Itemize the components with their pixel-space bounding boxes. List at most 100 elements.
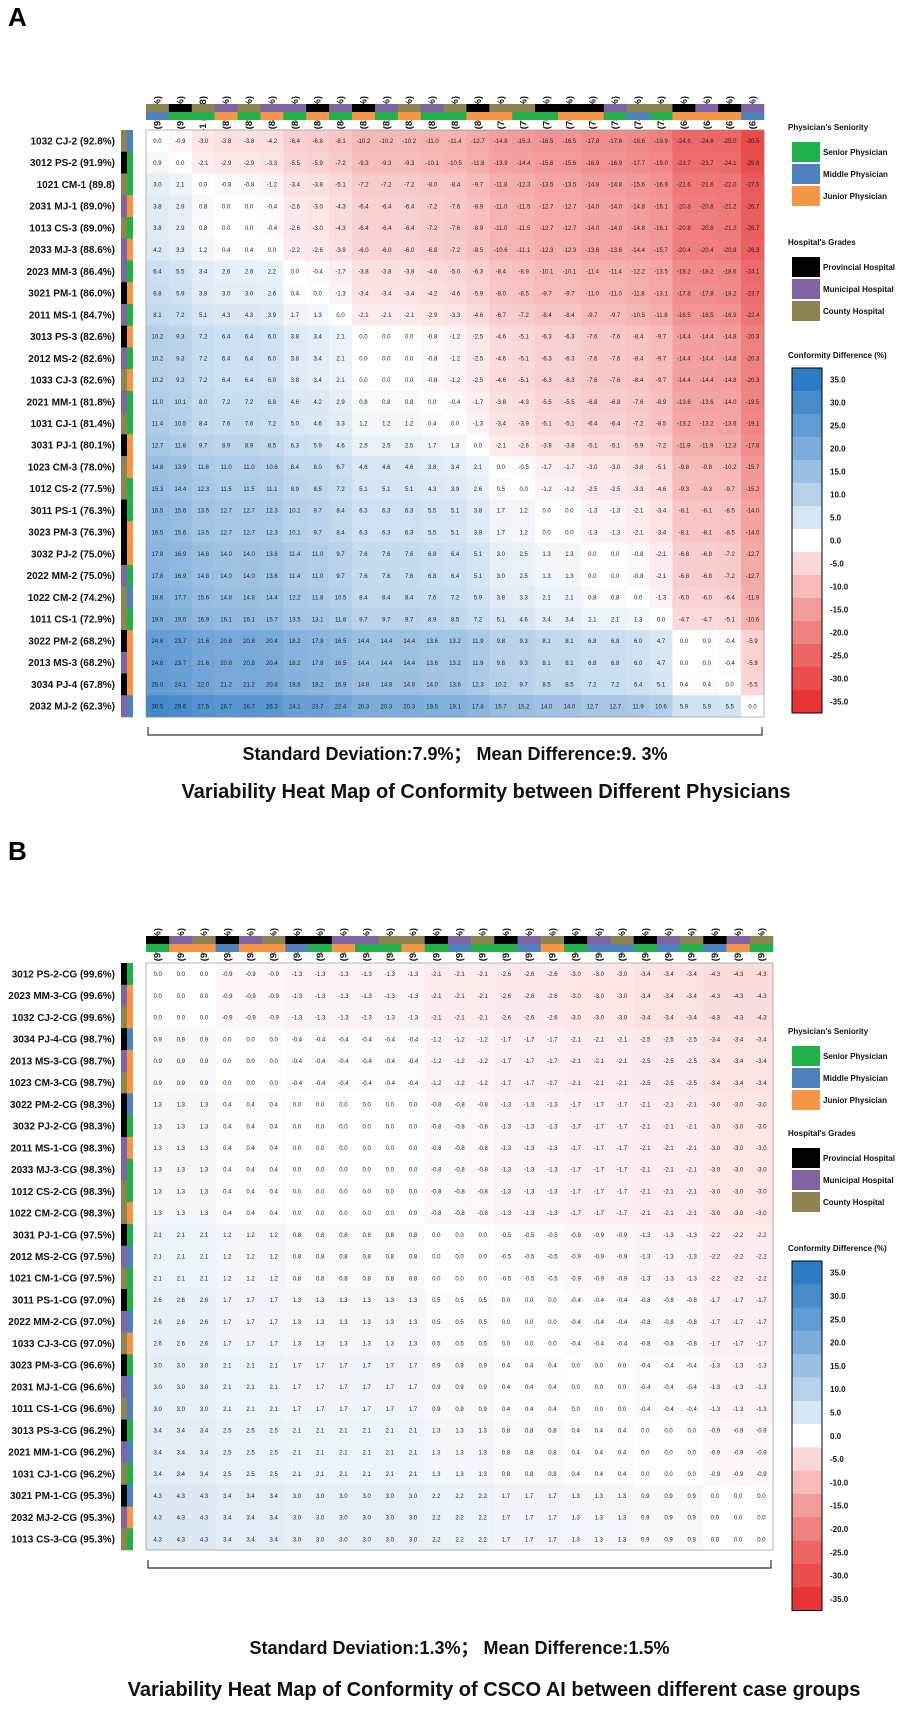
cell-value: 1.2 bbox=[223, 1276, 232, 1282]
cell-value: 0.0 bbox=[595, 1363, 604, 1369]
cell-value: -0.4 bbox=[663, 1385, 674, 1391]
cell-value: -13.6 bbox=[608, 248, 622, 254]
cell-value: -12.7 bbox=[540, 204, 554, 210]
cell-value: 10.6 bbox=[266, 465, 278, 471]
cell-value: -11.8 bbox=[494, 183, 508, 189]
cell-value: 14.4 bbox=[358, 639, 370, 645]
cell-value: -0.4 bbox=[408, 1081, 419, 1087]
cell-value: 20.4 bbox=[266, 661, 278, 667]
cell-value: 15.7 bbox=[266, 617, 278, 623]
cell-value: -10.2 bbox=[357, 139, 371, 145]
cell-value: 1.3 bbox=[432, 1472, 441, 1478]
cell-value: -9.8 bbox=[702, 465, 713, 471]
cell-value: -7.2 bbox=[518, 313, 529, 319]
cell-value: 0.9 bbox=[432, 1407, 441, 1413]
cell-value: 16.1 bbox=[243, 617, 255, 623]
cell-value: 0.8 bbox=[502, 1429, 511, 1435]
cell-value: 11.0 bbox=[220, 465, 232, 471]
cell-value: -1.7 bbox=[541, 465, 552, 471]
cell-value: 0.0 bbox=[176, 161, 185, 167]
scale-tick-label: -15.0 bbox=[830, 606, 849, 615]
cell-value: 0.0 bbox=[451, 422, 460, 428]
cell-value: 2.1 bbox=[153, 1255, 162, 1261]
cell-value: -0.8 bbox=[427, 335, 438, 341]
cell-value: -1.2 bbox=[541, 487, 552, 493]
cell-value: -1.3 bbox=[501, 1124, 512, 1130]
cell-value: 0.0 bbox=[571, 1407, 580, 1413]
cell-value: -15.7 bbox=[746, 465, 760, 471]
cell-value: 0.0 bbox=[246, 1037, 255, 1043]
seniority-bar-row bbox=[127, 1028, 133, 1050]
cell-value: 0.0 bbox=[293, 1168, 302, 1174]
cell-value: 0.0 bbox=[409, 1124, 418, 1130]
cell-value: 1.7 bbox=[246, 1320, 255, 1326]
cell-value: 0.4 bbox=[502, 1407, 511, 1413]
cell-value: 1.3 bbox=[455, 1472, 464, 1478]
scale-tick-label: -30.0 bbox=[830, 1572, 849, 1581]
cell-value: -9.7 bbox=[656, 335, 667, 341]
cell-value: -4.3 bbox=[733, 1016, 744, 1022]
cell-value: 4.3 bbox=[177, 1494, 186, 1500]
cell-value: -10.1 bbox=[563, 270, 577, 276]
cell-value: 2.1 bbox=[177, 1233, 186, 1239]
cell-value: 0.4 bbox=[291, 291, 300, 297]
cell-value: 3.0 bbox=[386, 1537, 395, 1543]
cell-value: 3.0 bbox=[497, 574, 506, 580]
cell-value: -11.8 bbox=[654, 313, 668, 319]
cell-value: -15.7 bbox=[654, 248, 668, 254]
grade-bar-row bbox=[121, 391, 127, 413]
cell-value: -1.7 bbox=[570, 1146, 581, 1152]
cell-value: -1.3 bbox=[756, 1385, 767, 1391]
cell-value: -23.7 bbox=[677, 161, 691, 167]
cell-value: 0.0 bbox=[688, 1472, 697, 1478]
cell-value: 26.7 bbox=[220, 704, 232, 710]
cell-value: -11.1 bbox=[517, 248, 531, 254]
cell-value: 2.1 bbox=[293, 1472, 302, 1478]
cell-value: -0.4 bbox=[570, 1320, 581, 1326]
cell-value: -1.7 bbox=[473, 400, 484, 406]
cell-value: -2.1 bbox=[617, 1081, 628, 1087]
cell-value: -20.8 bbox=[723, 248, 737, 254]
cell-value: -6.3 bbox=[564, 378, 575, 384]
cell-value: 1.3 bbox=[339, 1342, 348, 1348]
cell-value: -24.1 bbox=[746, 270, 760, 276]
cell-value: 1.3 bbox=[571, 1494, 580, 1500]
cell-value: 11.8 bbox=[335, 617, 347, 623]
seniority-bar-col bbox=[448, 944, 472, 952]
cell-value: 1.7 bbox=[362, 1363, 371, 1369]
cell-value: -1.3 bbox=[408, 994, 419, 1000]
cell-value: -8.4 bbox=[633, 356, 644, 362]
seniority-bar-row bbox=[127, 608, 133, 630]
cell-value: -30.5 bbox=[746, 139, 760, 145]
seniority-bar-row bbox=[127, 1050, 133, 1072]
cell-value: 1.3 bbox=[432, 1450, 441, 1456]
cell-value: 8.4 bbox=[199, 422, 208, 428]
cell-value: -0.9 bbox=[756, 1450, 767, 1456]
cell-value: 1.3 bbox=[455, 1450, 464, 1456]
cell-value: 2.1 bbox=[200, 1255, 209, 1261]
cell-value: 9.3 bbox=[176, 378, 185, 384]
cell-value: -2.1 bbox=[570, 1081, 581, 1087]
seniority-bar-col bbox=[610, 944, 634, 952]
cell-value: -4.3 bbox=[756, 1016, 767, 1022]
cell-value: 0.9 bbox=[479, 1385, 488, 1391]
cell-value: -2.6 bbox=[290, 226, 301, 232]
cell-value: 1.7 bbox=[548, 1537, 557, 1543]
cell-value: 11.1 bbox=[266, 487, 278, 493]
cell-value: -0.4 bbox=[408, 1059, 419, 1065]
cell-value: -29.6 bbox=[746, 161, 760, 167]
row-label: 2031 MJ-1 (89.0%) bbox=[29, 202, 115, 213]
cell-value: 3.0 bbox=[153, 1385, 162, 1391]
cell-value: -7.2 bbox=[724, 552, 735, 558]
cell-value: 0.4 bbox=[270, 1168, 279, 1174]
cell-value: 0.4 bbox=[223, 1124, 232, 1130]
scale-tick-label: -20.0 bbox=[830, 1525, 849, 1534]
cell-value: -9.8 bbox=[679, 465, 690, 471]
cell-value: 12.7 bbox=[220, 509, 232, 515]
cell-value: 13.5 bbox=[197, 530, 209, 536]
cell-value: 1.7 bbox=[502, 1516, 511, 1522]
cell-value: 19.1 bbox=[449, 704, 461, 710]
cell-value: 0.4 bbox=[571, 1450, 580, 1456]
grade-bar-row bbox=[121, 130, 127, 152]
grade-bar-row bbox=[121, 1463, 127, 1485]
